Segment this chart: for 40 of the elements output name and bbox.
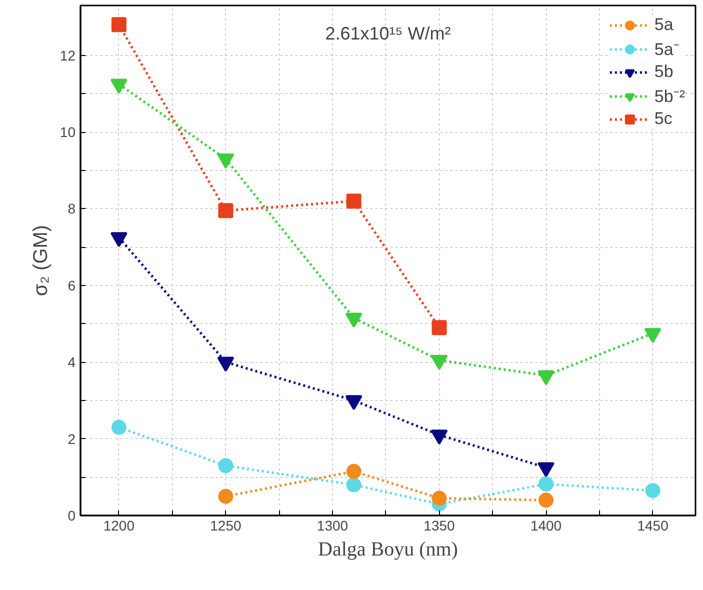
legend-label: 5a⁻ <box>654 39 680 60</box>
point <box>346 477 362 492</box>
legend-label: 5c <box>654 109 674 129</box>
x-tick-label: 1350 <box>424 518 456 534</box>
point <box>346 464 362 479</box>
point <box>538 492 554 508</box>
point <box>218 488 234 504</box>
point <box>111 420 126 435</box>
point <box>217 154 234 169</box>
point <box>645 483 660 498</box>
point <box>644 328 662 344</box>
legend-label: 5a <box>654 15 674 35</box>
point <box>538 476 554 492</box>
y-tick-label: 2 <box>68 430 76 447</box>
y-tick-label: 12 <box>60 47 76 64</box>
point <box>432 490 447 506</box>
point <box>430 354 448 370</box>
y-tick-label: 0 <box>68 508 76 524</box>
x-tick-label: 1400 <box>530 518 562 534</box>
point <box>217 356 234 372</box>
y-tick-label: 6 <box>68 277 76 294</box>
point <box>345 395 362 410</box>
y-axis-title: σ₂ (GM) <box>30 224 52 296</box>
point <box>432 320 447 336</box>
point <box>110 78 128 94</box>
y-tick-label: 10 <box>60 124 76 140</box>
y-tick-label: 8 <box>68 200 76 217</box>
x-tick-label: 1250 <box>210 518 242 534</box>
point <box>110 232 128 248</box>
point <box>218 458 234 474</box>
point <box>345 312 362 328</box>
y-tick-label: 4 <box>68 354 76 370</box>
legend-label: 5b⁻² <box>654 86 685 107</box>
point <box>538 370 555 386</box>
x-tick-label: 1450 <box>637 518 669 534</box>
legend-label: 5b <box>654 62 674 82</box>
x-tick-label: 1300 <box>316 518 348 534</box>
x-tick-label: 1200 <box>103 518 135 534</box>
text: 2.61x10¹⁵ W/m² <box>325 24 451 44</box>
x-axis-title: Dalga Boyu (nm) <box>318 538 458 560</box>
